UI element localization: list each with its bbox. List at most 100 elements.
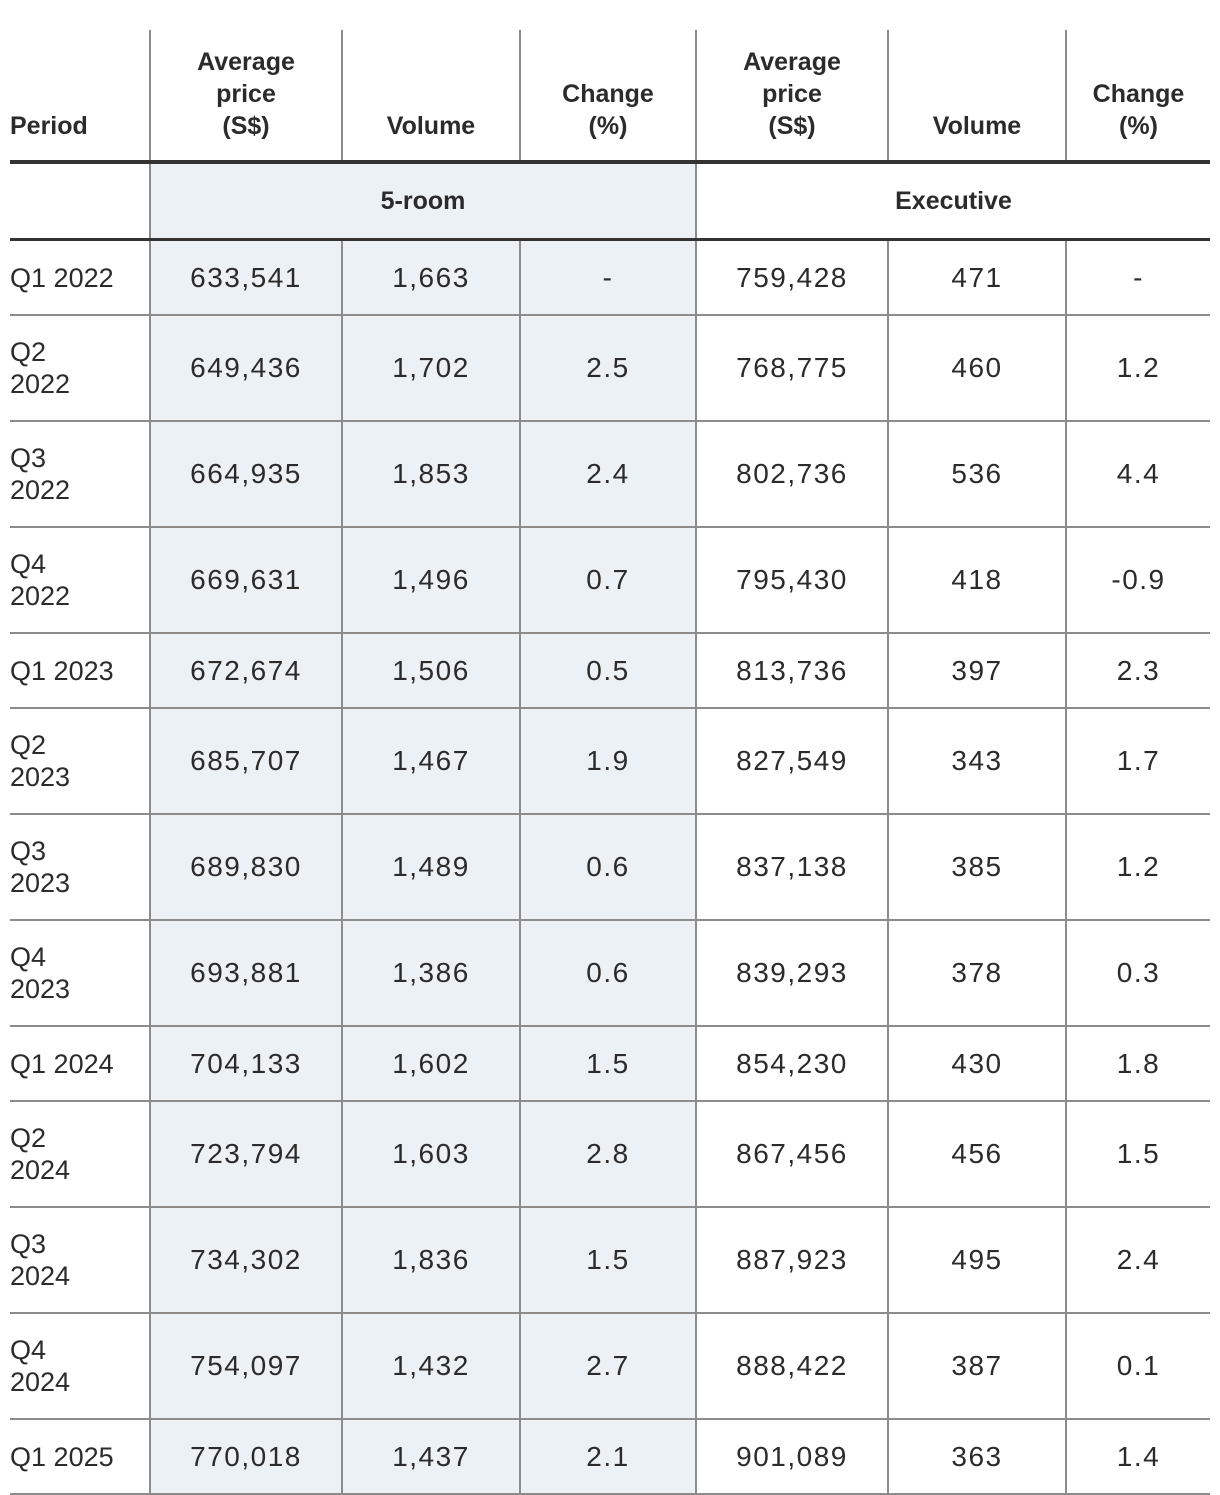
- volume-executive-cell: 430: [887, 1026, 1066, 1102]
- volume-executive-cell: 460: [887, 315, 1066, 422]
- change-5room-cell: 2.5: [519, 315, 696, 422]
- period-cell: Q3 2023: [10, 814, 150, 921]
- period-year: 2024: [53, 1048, 114, 1079]
- table-row: Q1 2024 704,133 1,602 1.5 854,230 430 1.8: [10, 1026, 1210, 1102]
- table-row: Q2 2022 649,436 1,702 2.5 768,775 460 1.2: [10, 315, 1210, 422]
- change-5room-cell: 1.9: [519, 708, 696, 815]
- avg-price-5room-cell: 685,707: [149, 708, 342, 815]
- change-5room-cell: -: [519, 239, 696, 316]
- avg-price-5room-cell: 754,097: [149, 1313, 342, 1420]
- period-cell: Q1 2022: [10, 239, 150, 316]
- change-5room-cell: 1.5: [519, 1026, 696, 1102]
- header-change-executive: Change (%): [1065, 30, 1210, 164]
- header-period: Period: [10, 30, 150, 164]
- period-quarter: Q1: [10, 655, 47, 686]
- volume-executive-cell: 536: [887, 421, 1066, 528]
- period-year: 2023: [53, 655, 114, 686]
- change-5room-cell: 2.8: [519, 1101, 696, 1208]
- change-executive-cell: 1.2: [1065, 315, 1210, 422]
- volume-5room-cell: 1,853: [341, 421, 520, 528]
- avg-price-executive-cell: 888,422: [695, 1313, 888, 1420]
- avg-price-executive-cell: 837,138: [695, 814, 888, 921]
- table-row: Q4 2022 669,631 1,496 0.7 795,430 418 -0.9: [10, 527, 1210, 634]
- avg-price-5room-cell: 734,302: [149, 1207, 342, 1314]
- period-cell: Q4 2022: [10, 527, 150, 634]
- avg-price-executive-cell: 795,430: [695, 527, 888, 634]
- table-row: Q3 2023 689,830 1,489 0.6 837,138 385 1.2: [10, 814, 1210, 921]
- period-year: 2023: [10, 868, 71, 898]
- avg-price-executive-cell: 901,089: [695, 1419, 888, 1495]
- change-executive-cell: 4.4: [1065, 421, 1210, 528]
- period-quarter: Q1: [10, 1441, 47, 1472]
- volume-5room-cell: 1,437: [341, 1419, 520, 1495]
- header-avg-price-executive: Average price (S$): [695, 30, 888, 164]
- avg-price-executive-cell: 854,230: [695, 1026, 888, 1102]
- period-quarter: Q4: [10, 549, 47, 579]
- header-volume-executive: Volume: [887, 30, 1066, 164]
- period-year: 2022: [10, 475, 71, 505]
- period-quarter: Q3: [10, 1229, 47, 1259]
- period-cell: Q4 2024: [10, 1313, 150, 1420]
- period-year: 2024: [10, 1155, 71, 1185]
- period-year: 2022: [53, 262, 114, 293]
- period-cell: Q2 2023: [10, 708, 150, 815]
- avg-price-executive-cell: 827,549: [695, 708, 888, 815]
- period-year: 2023: [10, 974, 71, 1004]
- change-5room-cell: 0.5: [519, 633, 696, 709]
- volume-5room-cell: 1,836: [341, 1207, 520, 1314]
- period-cell: Q3 2022: [10, 421, 150, 528]
- period-quarter: Q3: [10, 836, 47, 866]
- period-quarter: Q2: [10, 337, 47, 367]
- table-row: Q1 2023 672,674 1,506 0.5 813,736 397 2.3: [10, 633, 1210, 709]
- volume-executive-cell: 363: [887, 1419, 1066, 1495]
- avg-price-5room-cell: 649,436: [149, 315, 342, 422]
- change-5room-cell: 0.6: [519, 814, 696, 921]
- avg-price-5room-cell: 664,935: [149, 421, 342, 528]
- change-5room-cell: 1.5: [519, 1207, 696, 1314]
- table-row: Q4 2024 754,097 1,432 2.7 888,422 387 0.1: [10, 1313, 1210, 1420]
- period-year: 2025: [53, 1441, 114, 1472]
- avg-price-executive-cell: 813,736: [695, 633, 888, 709]
- volume-executive-cell: 456: [887, 1101, 1066, 1208]
- table-row: Q3 2024 734,302 1,836 1.5 887,923 495 2.4: [10, 1207, 1210, 1314]
- change-executive-cell: 1.5: [1065, 1101, 1210, 1208]
- period-quarter: Q2: [10, 730, 47, 760]
- avg-price-executive-cell: 802,736: [695, 421, 888, 528]
- change-5room-cell: 0.7: [519, 527, 696, 634]
- table-row: Q2 2023 685,707 1,467 1.9 827,549 343 1.7: [10, 708, 1210, 815]
- volume-5room-cell: 1,489: [341, 814, 520, 921]
- period-quarter: Q2: [10, 1123, 47, 1153]
- avg-price-5room-cell: 672,674: [149, 633, 342, 709]
- table-row: Q1 2025 770,018 1,437 2.1 901,089 363 1.4: [10, 1419, 1210, 1495]
- volume-executive-cell: 471: [887, 239, 1066, 316]
- volume-5room-cell: 1,663: [341, 239, 520, 316]
- volume-5room-cell: 1,467: [341, 708, 520, 815]
- group-label-executive: Executive: [696, 162, 1210, 241]
- period-year: 2023: [10, 762, 71, 792]
- volume-5room-cell: 1,603: [341, 1101, 520, 1208]
- group-row: 5-room Executive: [10, 162, 1210, 241]
- volume-executive-cell: 385: [887, 814, 1066, 921]
- change-executive-cell: 1.2: [1065, 814, 1210, 921]
- header-row: Period Average price (S$) Volume Change …: [10, 30, 1210, 164]
- table-row: Q1 2022 633,541 1,663-759,428 471-: [10, 239, 1210, 316]
- avg-price-5room-cell: 693,881: [149, 920, 342, 1027]
- volume-executive-cell: 343: [887, 708, 1066, 815]
- change-executive-cell: -0.9: [1065, 527, 1210, 634]
- change-5room-cell: 2.1: [519, 1419, 696, 1495]
- volume-executive-cell: 495: [887, 1207, 1066, 1314]
- volume-5room-cell: 1,702: [341, 315, 520, 422]
- period-quarter: Q4: [10, 942, 47, 972]
- avg-price-executive-cell: 839,293: [695, 920, 888, 1027]
- period-cell: Q1 2025: [10, 1419, 150, 1495]
- volume-5room-cell: 1,506: [341, 633, 520, 709]
- avg-price-executive-cell: 887,923: [695, 1207, 888, 1314]
- change-executive-cell: 2.4: [1065, 1207, 1210, 1314]
- period-cell: Q3 2024: [10, 1207, 150, 1314]
- volume-executive-cell: 397: [887, 633, 1066, 709]
- change-5room-cell: 0.6: [519, 920, 696, 1027]
- period-year: 2022: [10, 369, 71, 399]
- volume-5room-cell: 1,386: [341, 920, 520, 1027]
- period-quarter: Q1: [10, 1048, 47, 1079]
- table-row: Q3 2022 664,935 1,853 2.4 802,736 536 4.4: [10, 421, 1210, 528]
